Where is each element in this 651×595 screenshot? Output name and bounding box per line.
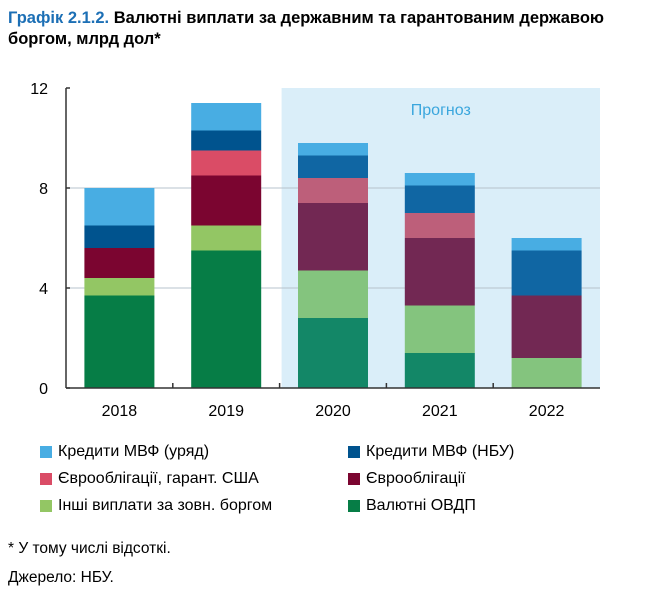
x-tick-label: 2021 [422,403,458,420]
legend-label: Інші виплати за зовн. боргом [58,497,273,514]
bar-segment [404,185,475,213]
bar-segment [404,353,475,388]
bar-segment [191,103,262,131]
x-tick-label: 2022 [529,403,565,420]
bar-segment [84,225,155,248]
legend-label: Кредити МВФ (уряд) [58,443,210,460]
legend-swatch [348,473,360,485]
bar-segment [404,213,475,238]
bar-segment [191,250,262,388]
legend-swatch [40,446,52,458]
bar-segment [511,238,582,251]
bar-segment [191,150,262,176]
bar-segment [404,173,475,186]
bar-segment [84,248,155,278]
legend-item: Кредити МВФ (уряд) [40,443,209,461]
footnote: * У тому числі відсоткі. [8,540,171,557]
legend-label: Валютні ОВДП [366,497,476,514]
bar-segment [511,250,582,296]
bar-segment [298,318,368,388]
legend-item: Валютні ОВДП [348,497,476,515]
bar-segment [298,203,368,271]
legend-swatch [348,500,360,512]
bar-segment [511,358,582,388]
y-tick-label: 0 [39,381,48,398]
legend-label: Єврооблігації [366,470,466,487]
legend-label: Кредити МВФ (НБУ) [366,443,515,460]
chart: Прогноз 0 4 8 12 2018 2019 2020 2021 2022 [30,81,600,420]
legend-item: Єврооблігації, гарант. США [40,470,259,488]
bar-segment [84,295,155,388]
title-text: Валютні виплати за державним та гарантов… [8,9,605,48]
legend-label: Єврооблігації, гарант. США [58,470,259,487]
bar-segment [404,305,475,353]
bar-segment [191,225,262,251]
bar-segment [298,270,368,318]
x-tick-label: 2018 [102,403,138,420]
legend-item: Інші виплати за зовн. боргом [40,497,272,515]
source: Джерело: НБУ. [8,569,114,586]
y-tick-label: 12 [30,81,48,98]
bar-segment [404,238,475,306]
x-tick-label: 2019 [208,403,244,420]
bar-segment [84,278,155,296]
legend-item: Кредити МВФ (НБУ) [348,443,514,461]
legend-swatch [40,473,52,485]
legend-item: Єврооблігації [348,470,466,488]
bar-segment [511,295,582,358]
bar-segment [84,188,155,226]
title-number: Графік 2.1.2. [8,9,110,27]
y-tick-label: 8 [39,181,48,198]
legend-swatch [40,500,52,512]
forecast-label: Прогноз [411,102,471,119]
bar-segment [298,178,368,203]
chart-title: Графік 2.1.2. Валютні виплати за державн… [8,8,648,50]
y-tick-label: 4 [39,281,48,298]
bar-segment [298,155,368,178]
x-tick-label: 2020 [315,403,351,420]
bar-segment [191,130,262,151]
bar-segment [298,143,368,156]
bar-segment [191,175,262,226]
legend-swatch [348,446,360,458]
